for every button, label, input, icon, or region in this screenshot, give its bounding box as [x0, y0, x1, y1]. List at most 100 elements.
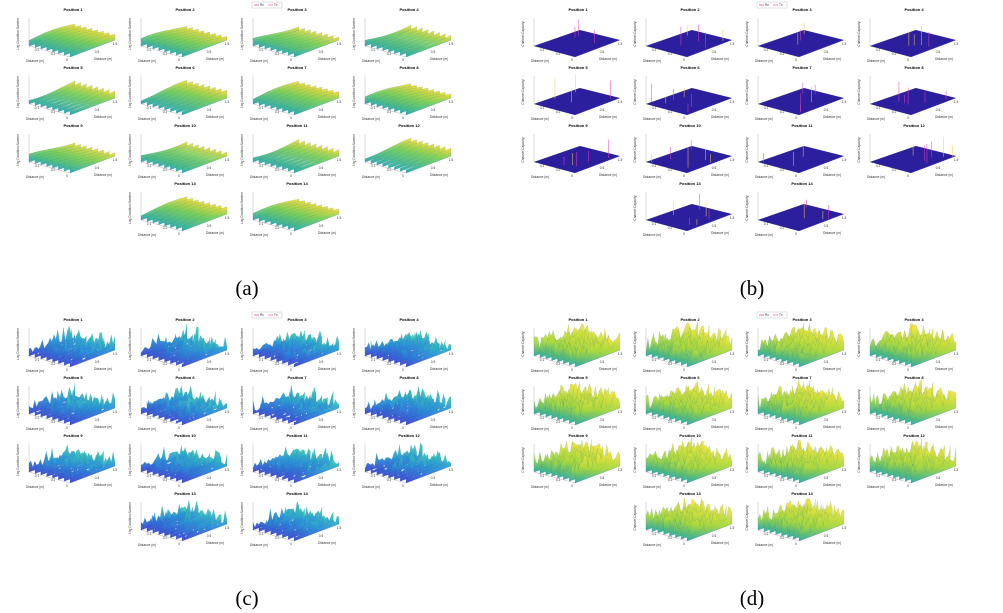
tick-label: 1.5: [337, 352, 342, 356]
tick-label: 0.5: [936, 50, 941, 54]
subplot: Position 11 Log Condition Number 0.1 0.2 0 0.…: [240, 123, 342, 179]
tick-label: 1.5: [337, 100, 342, 104]
tick-label: 1.5: [337, 42, 342, 46]
z-label: Log Condition Number: [240, 191, 244, 224]
tick-label: 0.1: [35, 416, 40, 420]
surface: [798, 448, 845, 484]
tick-label: 0.2: [780, 478, 785, 482]
y-label: Distance (m): [711, 425, 729, 429]
y-label: Distance (m): [430, 425, 448, 429]
tick-label: 0.5: [95, 418, 100, 422]
surface: [181, 151, 228, 174]
tick-label: 0.1: [652, 532, 657, 536]
x-label: Distance (m): [755, 175, 773, 179]
legend-label: Rx: [765, 313, 769, 317]
tick-label: 0.1: [876, 416, 881, 420]
tick-label: 0.5: [824, 534, 829, 538]
tick-label: 0: [178, 174, 180, 178]
subplot: Position 7 Channel Capacity 0.1 0.2 0 0.5 1.5 D…: [745, 65, 847, 121]
surface: [293, 209, 340, 232]
subplot: Position 3 Log Condition Number 0.1 0.2 0 0.5…: [240, 317, 342, 373]
tick-label: 0: [66, 426, 68, 430]
subplot-title: Position 3: [287, 317, 307, 322]
x-label: Distance (m): [362, 369, 380, 373]
z-label: Log Condition Number: [352, 327, 356, 360]
surface: [657, 440, 704, 476]
subplot: Position 14 Log Condition Number 0.1 0.2 0 0.…: [240, 181, 342, 237]
tick-label: 0.1: [764, 222, 769, 226]
tick-label: 0: [290, 484, 292, 488]
subplot-title: Position 3: [287, 7, 307, 12]
y-label: Distance (m): [206, 57, 224, 61]
surface: [646, 88, 732, 115]
legend-label: Rx: [260, 313, 264, 317]
tick-label: 1.5: [449, 352, 454, 356]
tick-label: 0.5: [207, 108, 212, 112]
tick-label: 0.5: [824, 418, 829, 422]
tick-label: 0.1: [764, 474, 769, 478]
tick-label: 0.2: [668, 362, 673, 366]
x-label: Distance (m): [531, 175, 549, 179]
surface: [181, 336, 228, 368]
tick-label: 0.2: [780, 52, 785, 56]
y-label: Distance (m): [318, 541, 336, 545]
subplot-title: Position 8: [904, 65, 924, 70]
tick-label: 0.2: [163, 52, 168, 56]
subplot: Position 6 Channel Capacity 0.1 0.2 0 0.5 1.5 D…: [633, 65, 735, 121]
z-label: Channel Capacity: [633, 195, 637, 221]
x-label: Distance (m): [26, 369, 44, 373]
subplot: Position 5 Log Condition Number 0.1 0.2 0 0.5…: [16, 65, 118, 121]
y-label: Distance (m): [94, 425, 112, 429]
subplot: Position 8 Channel Capacity 0.1 0.2 0 0.5 1.5 D…: [857, 375, 959, 431]
tick-label: 1.5: [730, 100, 735, 104]
surface: [270, 334, 317, 361]
tick-label: 0.5: [936, 166, 941, 170]
tick-label: 0.5: [319, 534, 324, 538]
tick-label: 1.5: [730, 410, 735, 414]
z-label: Log Condition Number: [352, 443, 356, 476]
tick-label: 1.5: [954, 158, 959, 162]
subplot: Position 3 Log Condition Number 0.1 0.2 0 0.5…: [240, 7, 342, 63]
z-label: Channel Capacity: [633, 21, 637, 47]
surface: [370, 139, 417, 164]
tick-label: 0.2: [51, 52, 56, 56]
tick-label: 0.2: [163, 168, 168, 172]
surface: [264, 142, 311, 166]
surface: [69, 90, 116, 116]
surface: [146, 198, 193, 222]
subplot: Position 4 Log Condition Number 0.1 0.2 0 0.5…: [352, 317, 454, 373]
tick-label: 0.2: [387, 420, 392, 424]
surface: [52, 86, 98, 111]
y-label: Distance (m): [430, 483, 448, 487]
subplot: Position 10 Log Condition Number 0.1 0.2 0 0.…: [128, 123, 230, 179]
panel-label: (d): [740, 586, 765, 610]
surface: [394, 337, 440, 364]
z-label: Channel Capacity: [521, 21, 525, 47]
surface: [798, 333, 845, 368]
subplot-title: Position 7: [287, 375, 307, 380]
tick-label: 0.2: [275, 478, 280, 482]
tick-label: 0.5: [207, 50, 212, 54]
z-label: Channel Capacity: [857, 79, 861, 105]
tick-label: 0.1: [876, 358, 881, 362]
y-label: Distance (m): [599, 483, 617, 487]
panel-label: (b): [740, 276, 765, 300]
tick-label: 0.1: [652, 416, 657, 420]
subplot: Position 4 Channel Capacity 0.1 0.2 0 0.5 1.5 D…: [857, 7, 959, 63]
y-label: Distance (m): [206, 483, 224, 487]
surface: [675, 327, 721, 364]
tick-label: 0.5: [712, 224, 717, 228]
tick-label: 1.5: [618, 158, 623, 162]
tick-label: 0: [907, 174, 909, 178]
surface: [370, 444, 417, 474]
subplot: Position 3 Channel Capacity 0.1 0.2 0 0.5 1.5 D…: [745, 317, 847, 373]
tick-label: 0.5: [207, 360, 212, 364]
y-label: Distance (m): [430, 115, 448, 119]
tick-label: 0.1: [259, 222, 264, 226]
surface: [158, 84, 205, 109]
tick-label: 0.1: [147, 416, 152, 420]
y-label: Distance (m): [823, 483, 841, 487]
tick-label: 1.5: [730, 158, 735, 162]
tick-label: 0: [795, 368, 797, 372]
surface: [870, 30, 956, 57]
